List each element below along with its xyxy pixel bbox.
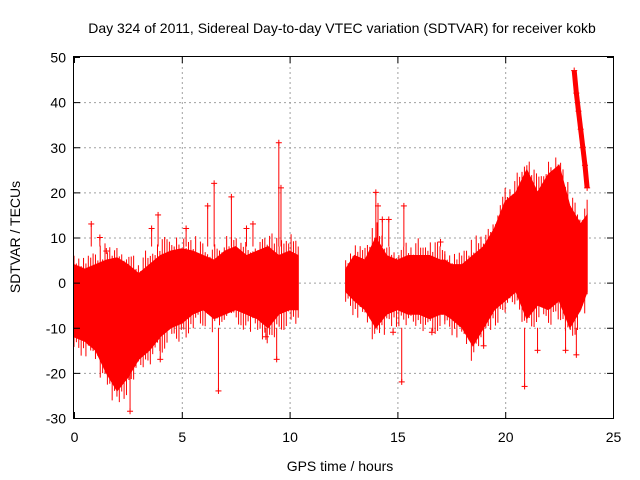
y-tick-label: 0 [58,275,66,291]
y-tick-label: 10 [50,230,66,246]
data-point [575,108,582,115]
data-point [571,67,578,74]
x-tick-label: 25 [606,429,622,445]
data-point [573,90,580,97]
data-streak-segment [573,92,581,112]
data-point [579,144,586,151]
plot-frame [73,56,614,419]
y-tick-label: -30 [46,411,66,427]
data-streak-segment [578,128,586,148]
y-tick-label: -20 [46,365,66,381]
chart-title: Day 324 of 2011, Sidereal Day-to-day VTE… [88,20,596,36]
data-streak-segment [582,165,590,189]
x-tick-label: 10 [282,429,298,445]
x-tick-label: 0 [71,429,79,445]
axis-ticks: 0 5 10 15 20 25 -30 -20 -10 0 10 20 30 40 50 [46,50,622,446]
y-tick-label: -10 [46,320,66,336]
y-tick-label: 20 [50,185,66,201]
data-point [581,162,588,169]
data-layer [73,67,591,415]
y-tick-label: 40 [50,95,66,111]
y-tick-label: 30 [50,140,66,156]
y-axis-label: SDTVAR / TECUs [7,181,23,293]
data-point [103,248,110,255]
data-streak-segment [571,70,579,94]
data-point [577,126,584,133]
data-point [584,184,591,191]
x-tick-label: 5 [178,429,186,445]
x-tick-label: 15 [390,429,406,445]
x-tick-label: 20 [498,429,514,445]
data-streak-segment [576,110,584,130]
y-tick-label: 50 [50,50,66,66]
data-streak-segment [580,146,588,166]
x-axis-label: GPS time / hours [287,458,394,474]
